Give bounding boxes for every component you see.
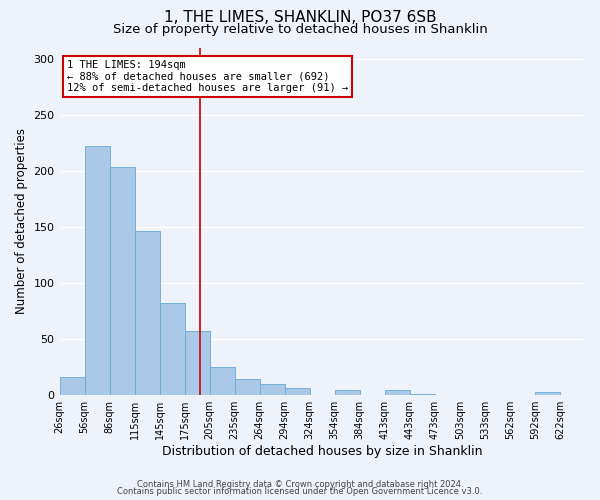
Bar <box>335 390 360 394</box>
Bar <box>235 379 260 394</box>
Text: Contains HM Land Registry data © Crown copyright and database right 2024.: Contains HM Land Registry data © Crown c… <box>137 480 463 489</box>
Text: Size of property relative to detached houses in Shanklin: Size of property relative to detached ho… <box>113 22 487 36</box>
Bar <box>160 303 185 394</box>
Bar <box>85 146 110 394</box>
Bar <box>134 231 160 394</box>
Text: Contains public sector information licensed under the Open Government Licence v3: Contains public sector information licen… <box>118 487 482 496</box>
Bar <box>110 168 134 394</box>
Text: 1 THE LIMES: 194sqm
← 88% of detached houses are smaller (692)
12% of semi-detac: 1 THE LIMES: 194sqm ← 88% of detached ho… <box>67 60 348 93</box>
Bar <box>385 390 410 394</box>
Bar <box>535 392 560 394</box>
Y-axis label: Number of detached properties: Number of detached properties <box>15 128 28 314</box>
Text: 1, THE LIMES, SHANKLIN, PO37 6SB: 1, THE LIMES, SHANKLIN, PO37 6SB <box>164 10 436 25</box>
Bar <box>209 366 235 394</box>
Bar <box>260 384 285 394</box>
X-axis label: Distribution of detached houses by size in Shanklin: Distribution of detached houses by size … <box>162 444 482 458</box>
Bar <box>285 388 310 394</box>
Bar <box>185 331 209 394</box>
Bar <box>59 377 85 394</box>
